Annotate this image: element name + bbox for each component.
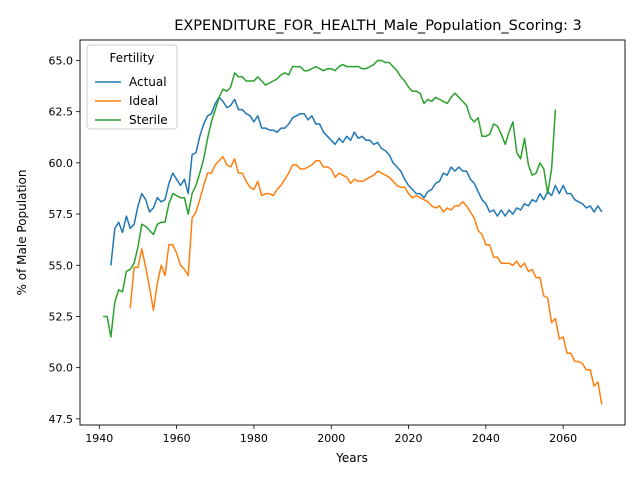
x-tick-label: 1980 — [240, 432, 268, 445]
legend-label-ideal: Ideal — [129, 94, 158, 108]
y-tick-label: 65.0 — [49, 54, 74, 67]
x-tick-label: 2020 — [395, 432, 423, 445]
legend-box — [86, 44, 178, 130]
legend: Fertility Actual Ideal Sterile — [86, 44, 178, 130]
y-tick-label: 57.5 — [49, 208, 74, 221]
series-layer — [103, 59, 603, 405]
legend-label-sterile: Sterile — [129, 113, 168, 127]
legend-label-actual: Actual — [129, 75, 167, 89]
y-axis-ticks: 47.5 50.0 52.5 55.0 57.5 60.0 62.5 65.0 — [49, 54, 80, 426]
chart-title: EXPENDITURE_FOR_HEALTH_Male_Population_S… — [174, 18, 582, 34]
x-axis-ticks: 1940 1960 1980 2000 2020 2040 2060 — [85, 425, 577, 445]
x-tick-label: 2000 — [317, 432, 345, 445]
y-tick-label: 60.0 — [49, 157, 74, 170]
x-axis-label: Years — [335, 451, 368, 465]
legend-title: Fertility — [109, 51, 154, 65]
y-axis-label: % of Male Population — [15, 170, 29, 296]
series-line-ideal — [129, 155, 603, 405]
x-tick-label: 2060 — [549, 432, 577, 445]
axes-frame — [79, 39, 626, 426]
y-tick-label: 50.0 — [49, 362, 74, 375]
y-tick-label: 62.5 — [49, 106, 74, 119]
x-tick-label: 1940 — [85, 432, 113, 445]
x-tick-label: 2040 — [472, 432, 500, 445]
series-line-sterile — [103, 59, 557, 338]
y-tick-label: 52.5 — [49, 310, 74, 323]
x-tick-label: 1960 — [163, 432, 191, 445]
series-line-actual — [110, 96, 603, 266]
y-tick-label: 47.5 — [49, 413, 74, 426]
y-tick-label: 55.0 — [49, 259, 74, 272]
